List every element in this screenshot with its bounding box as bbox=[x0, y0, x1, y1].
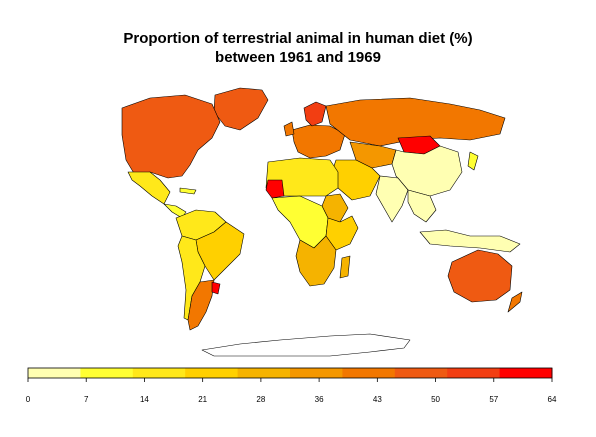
region-mauritania bbox=[265, 179, 285, 199]
legend-swatch bbox=[28, 368, 81, 378]
legend-swatch bbox=[342, 368, 396, 378]
legend-swatch bbox=[394, 368, 448, 378]
legend-swatch bbox=[132, 368, 186, 378]
legend-swatch bbox=[185, 368, 239, 378]
legend-tick-label: 21 bbox=[198, 395, 207, 404]
legend-swatch bbox=[237, 368, 291, 378]
region-uk bbox=[283, 121, 295, 137]
region-southern-africa bbox=[295, 235, 337, 287]
region-europe bbox=[291, 124, 346, 159]
legend-tick-label: 64 bbox=[548, 395, 557, 404]
region-new-zealand bbox=[507, 291, 523, 313]
legend-tick-label: 14 bbox=[140, 395, 149, 404]
legend-tick-label: 28 bbox=[256, 395, 265, 404]
map-title-line-2: between 1961 and 1969 bbox=[215, 49, 381, 66]
region-caribbean bbox=[179, 187, 197, 195]
region-australia bbox=[447, 249, 513, 303]
legend-tick-label: 43 bbox=[373, 395, 382, 404]
region-russia bbox=[325, 97, 506, 147]
legend-swatch bbox=[447, 368, 501, 378]
legend-swatch bbox=[80, 368, 134, 378]
legend-tick-label: 36 bbox=[315, 395, 324, 404]
legend-border bbox=[27, 367, 553, 379]
region-east-africa bbox=[325, 215, 359, 251]
legend-tick-label: 50 bbox=[431, 395, 440, 404]
map-title-line-1: Proportion of terrestrial animal in huma… bbox=[123, 30, 473, 47]
region-uruguay bbox=[211, 281, 221, 295]
region-indonesia bbox=[419, 229, 521, 253]
legend-swatch bbox=[499, 368, 553, 378]
legend-tick-label: 7 bbox=[84, 395, 89, 404]
legend-swatch bbox=[290, 368, 343, 378]
region-madagascar bbox=[339, 255, 351, 279]
legend-tick-label: 57 bbox=[489, 395, 498, 404]
region-antarctica bbox=[201, 333, 411, 357]
region-scandinavia bbox=[303, 101, 327, 127]
region-china bbox=[391, 145, 463, 197]
region-southeast-asia bbox=[407, 189, 437, 223]
region-canada-usa bbox=[121, 94, 221, 179]
region-japan bbox=[467, 151, 479, 171]
legend-tick-label: 0 bbox=[26, 395, 31, 404]
region-india bbox=[375, 175, 409, 223]
